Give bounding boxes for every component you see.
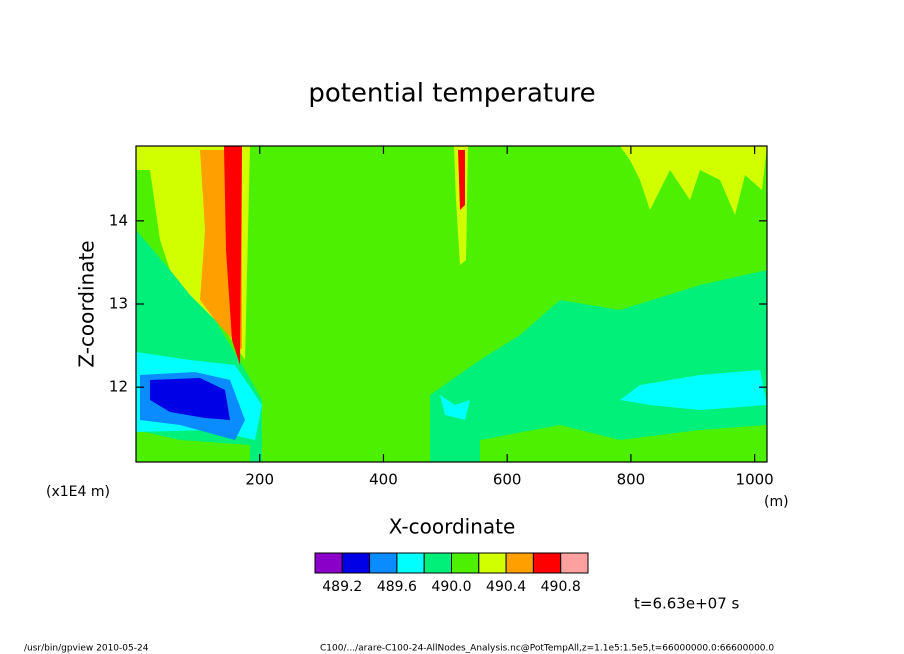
y-unit: (x1E4 m) bbox=[46, 484, 110, 500]
colorbar-box bbox=[314, 552, 343, 574]
x-axis-label: X-coordinate bbox=[389, 515, 516, 539]
x-tick-label: 1000 bbox=[736, 471, 774, 489]
y-tick-label: 13 bbox=[109, 295, 128, 313]
y-axis-label: Z-coordinate bbox=[75, 240, 99, 367]
footer-left: /usr/bin/gpview 2010-05-24 bbox=[24, 644, 149, 654]
colorbar-tick-label: 490.4 bbox=[486, 579, 526, 595]
axes: 200 400 600 800 1000 12 13 14 bbox=[109, 146, 774, 489]
colorbar-box bbox=[451, 552, 480, 574]
colorbar-box bbox=[478, 552, 507, 574]
x-tick-label: 600 bbox=[493, 471, 522, 489]
colorbar-tick-label: 490.8 bbox=[541, 579, 581, 595]
x-tick-label: 200 bbox=[245, 471, 274, 489]
colorbar-box bbox=[560, 552, 589, 574]
x-tick-label: 400 bbox=[369, 471, 398, 489]
colorbar-box bbox=[369, 552, 398, 574]
chart-title: potential temperature bbox=[308, 79, 595, 109]
colorbar-box bbox=[341, 552, 371, 574]
colorbar: 489.2 489.6 490.0 490.4 490.8 bbox=[314, 552, 589, 595]
colorbar-box bbox=[423, 552, 453, 574]
footer-right: C100/.../arare-C100-24-AllNodes_Analysis… bbox=[320, 644, 774, 654]
colorbar-tick-label: 490.0 bbox=[431, 579, 471, 595]
y-tick-label: 14 bbox=[109, 211, 128, 229]
colorbar-tick-label: 489.2 bbox=[322, 579, 362, 595]
x-unit: (m) bbox=[764, 494, 789, 510]
annotation: t=6.63e+07 s bbox=[634, 595, 740, 613]
colorbar-box bbox=[532, 552, 562, 574]
x-tick-label: 800 bbox=[617, 471, 646, 489]
contour-field bbox=[136, 146, 767, 462]
colorbar-tick-label: 489.6 bbox=[377, 579, 417, 595]
y-tick-label: 12 bbox=[109, 378, 128, 396]
colorbar-box bbox=[505, 552, 534, 574]
colorbar-box bbox=[396, 552, 425, 574]
